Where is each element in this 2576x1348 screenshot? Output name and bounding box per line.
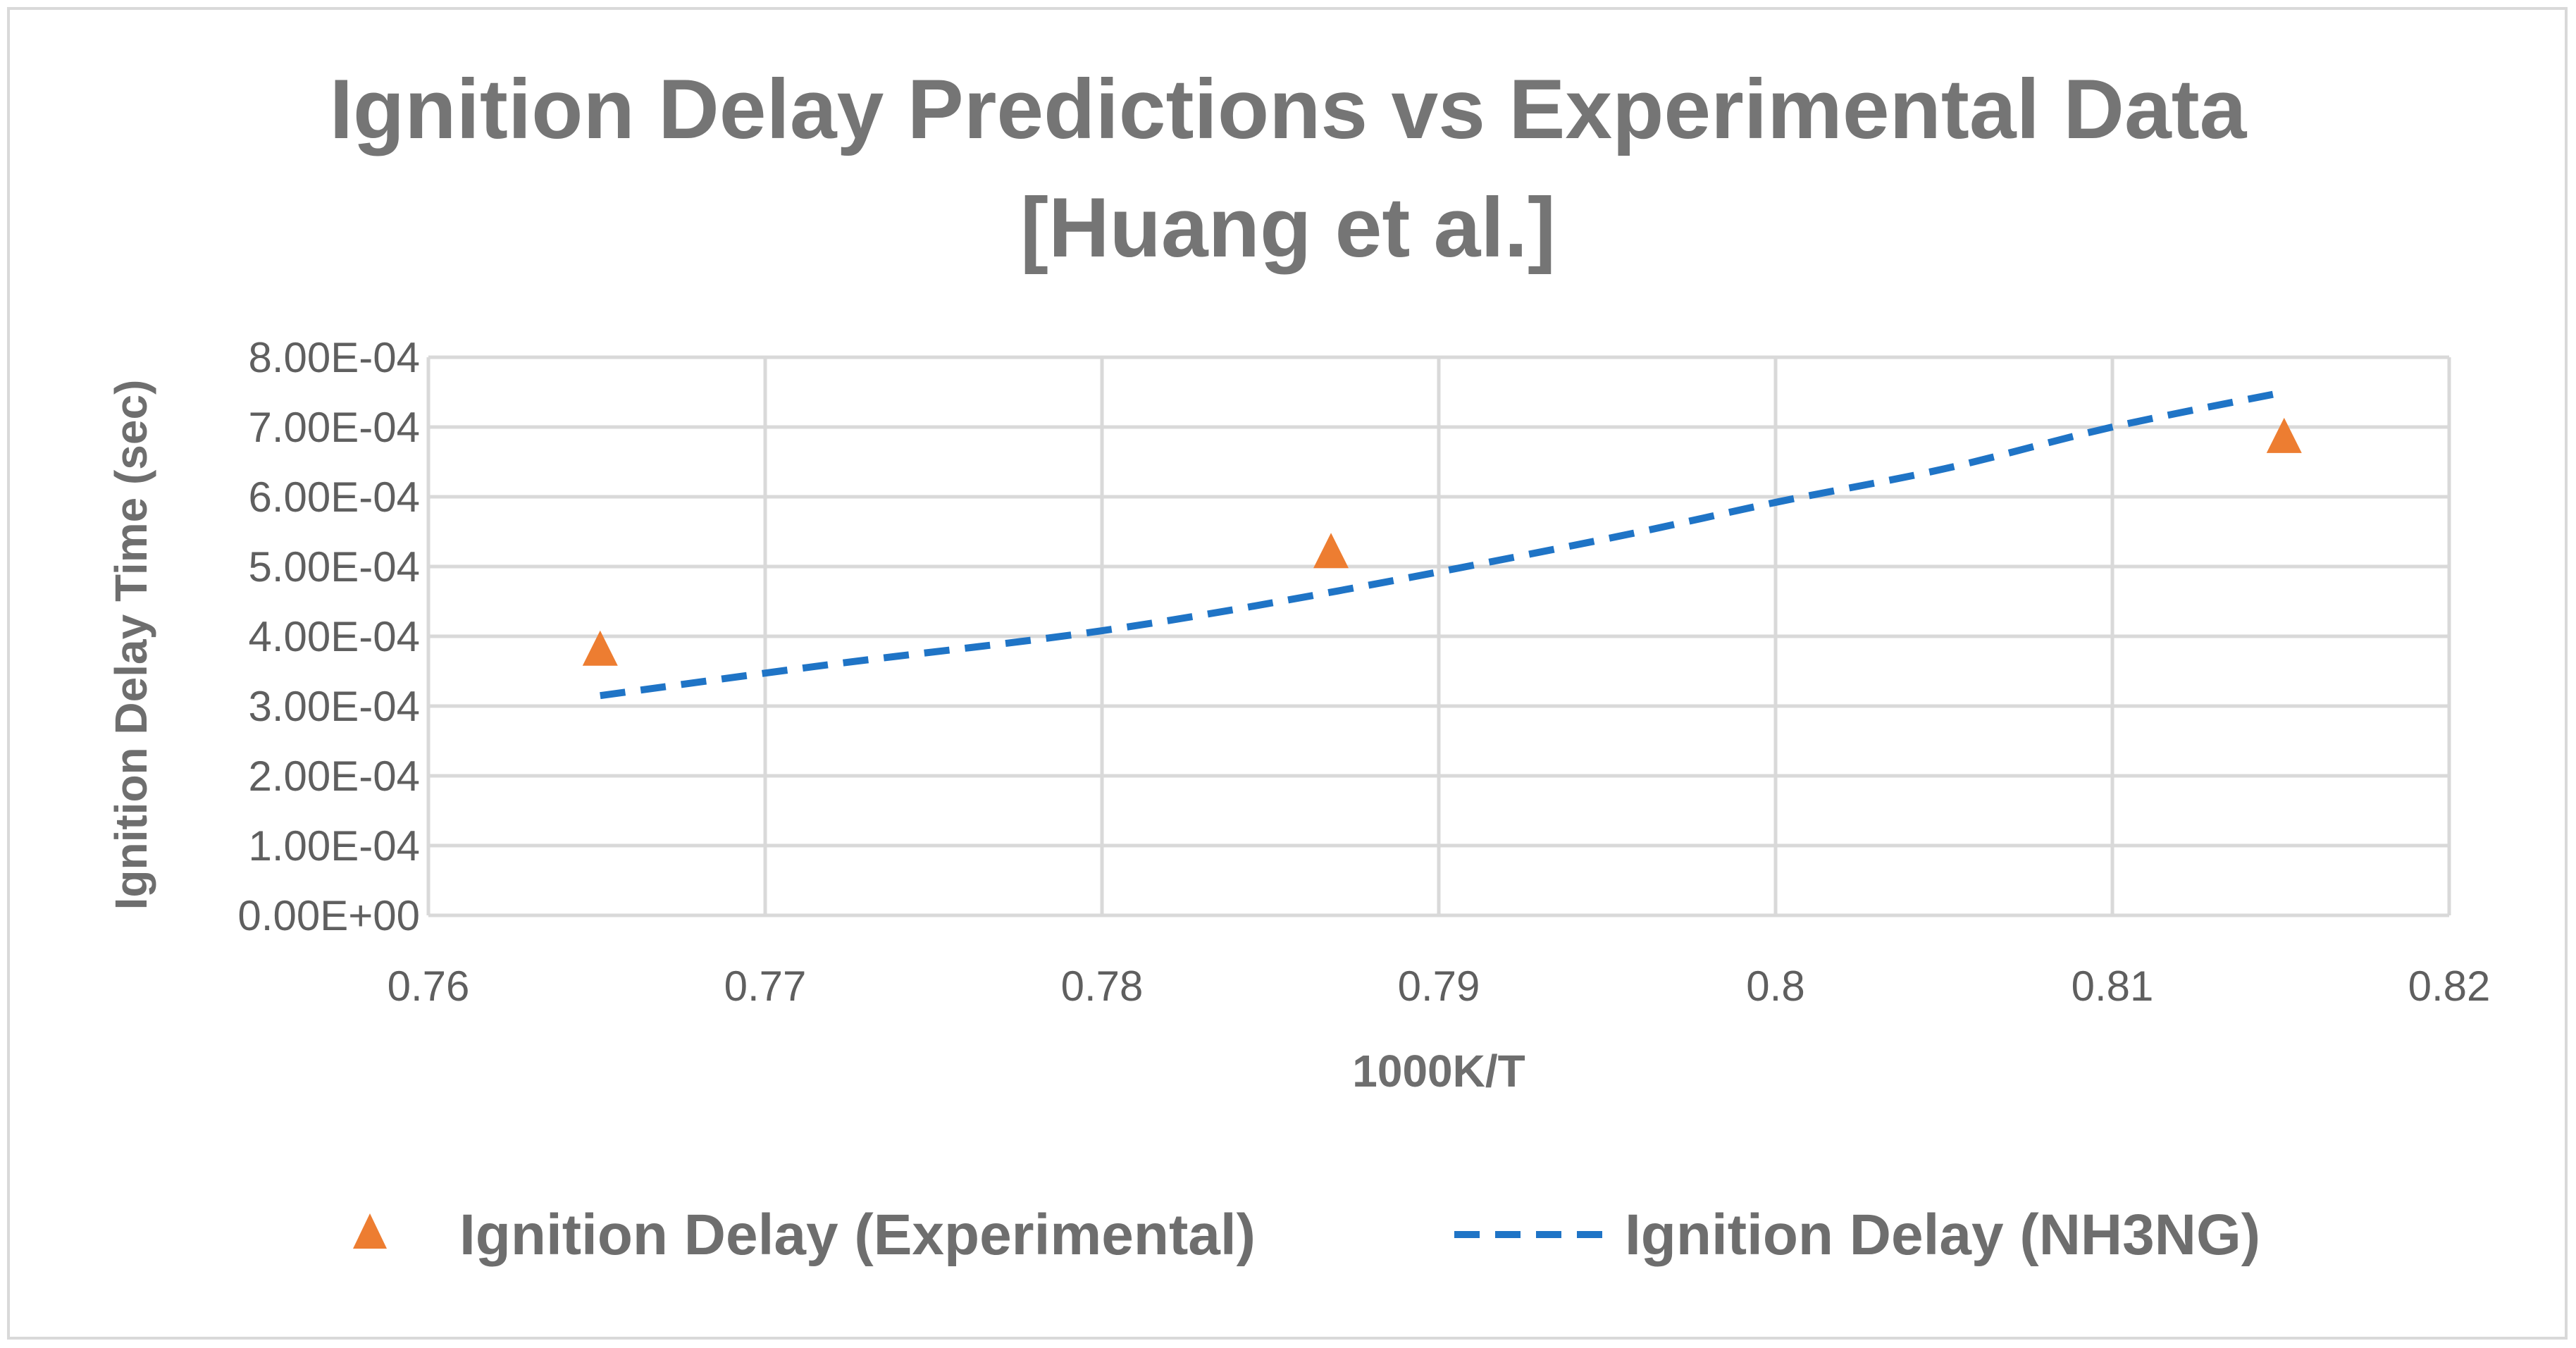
x-tick-label: 0.79 <box>1398 963 1480 1010</box>
chart-title-line-2: [Huang et al.] <box>1020 180 1556 275</box>
x-tick-label: 0.8 <box>1746 963 1804 1010</box>
x-tick-label: 0.76 <box>388 963 470 1010</box>
y-axis-title: Ignition Delay Time (sec) <box>106 380 156 910</box>
chart-title-line-1: Ignition Delay Predictions vs Experiment… <box>330 62 2248 156</box>
legend: Ignition Delay (Experimental) Ignition D… <box>353 1203 2260 1267</box>
chart-frame <box>7 7 2568 1340</box>
legend-experimental-label: Ignition Delay (Experimental) <box>459 1203 1256 1267</box>
y-axis-tick-labels: 0.00E+00 1.00E-04 2.00E-04 3.00E-04 4.00E-04… <box>237 334 420 939</box>
x-axis-title: 1000K/T <box>1352 1046 1525 1096</box>
x-axis-tick-labels: 0.76 0.77 0.78 0.79 0.8 0.81 0.82 <box>388 963 2491 1010</box>
series-experimental-markers <box>582 417 2302 666</box>
y-tick-label: 5.00E-04 <box>248 543 420 590</box>
series-nh3ng-dashed-line <box>600 388 2285 700</box>
y-tick-label: 0.00E+00 <box>237 892 420 939</box>
x-tick-label: 0.82 <box>2408 963 2491 1010</box>
x-tick-label: 0.78 <box>1061 963 1144 1010</box>
x-tick-label: 0.77 <box>724 963 807 1010</box>
y-tick-label: 6.00E-04 <box>248 474 420 521</box>
experimental-marker <box>582 630 618 666</box>
y-tick-label: 1.00E-04 <box>248 822 420 870</box>
x-tick-label: 0.81 <box>2072 963 2154 1010</box>
experimental-marker <box>2266 417 2302 453</box>
legend-experimental-triangle-icon <box>353 1213 387 1249</box>
experimental-marker <box>1313 533 1349 569</box>
legend-nh3ng-label: Ignition Delay (NH3NG) <box>1625 1203 2260 1267</box>
y-tick-label: 2.00E-04 <box>248 753 420 800</box>
y-tick-label: 3.00E-04 <box>248 683 420 730</box>
y-tick-label: 7.00E-04 <box>248 404 420 451</box>
y-tick-label: 4.00E-04 <box>248 613 420 660</box>
y-tick-label: 8.00E-04 <box>248 334 420 381</box>
gridlines <box>426 355 2451 917</box>
